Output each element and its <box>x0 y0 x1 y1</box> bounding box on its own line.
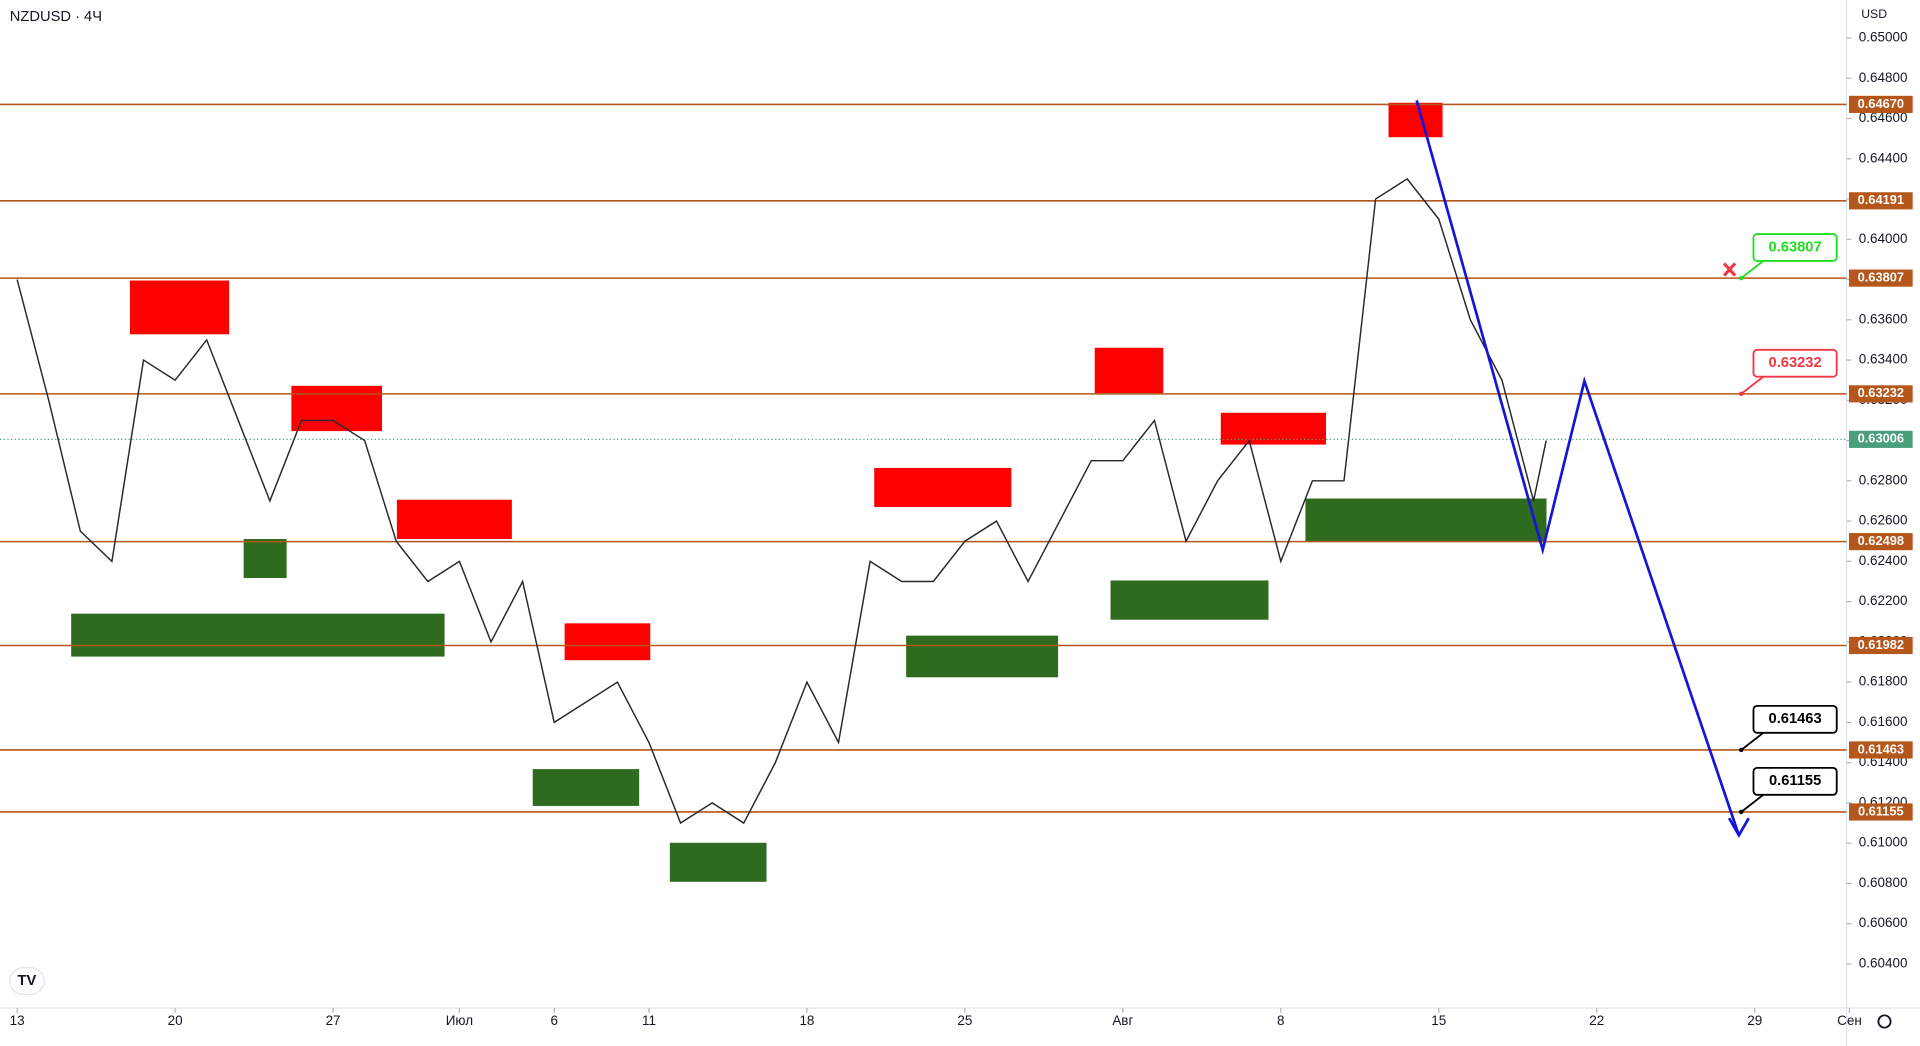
callout-anchor <box>1739 391 1744 397</box>
level-tag-label: 0.63807 <box>1858 270 1904 285</box>
callout-box <box>1752 348 1838 378</box>
level-tag-label: 0.61463 <box>1858 741 1904 756</box>
y-tick-label: 0.64600 <box>1859 110 1908 125</box>
zone <box>1305 498 1547 542</box>
y-tick-label: 0.64000 <box>1859 231 1908 246</box>
zone <box>1220 412 1326 445</box>
y-tick-label: 0.62200 <box>1859 593 1908 608</box>
level-tag-label: 0.61982 <box>1858 637 1904 652</box>
x-tick-label: 27 <box>326 1013 341 1028</box>
current-price-tag <box>1848 430 1913 448</box>
level-tag-label: 0.62498 <box>1858 533 1904 548</box>
callout-pointer <box>1740 732 1764 751</box>
y-tick-label: 0.62400 <box>1859 553 1908 568</box>
x-tick-label: 29 <box>1747 1013 1762 1028</box>
zone <box>291 385 383 432</box>
zone <box>243 539 287 579</box>
level-tag <box>1848 95 1913 113</box>
level-tag <box>1848 533 1913 551</box>
x-tick-label: 13 <box>10 1013 25 1028</box>
svg-text:TV: TV <box>18 973 37 989</box>
currency[interactable]: USD <box>1861 7 1887 21</box>
callout-label: 0.61155 <box>1769 773 1821 789</box>
callout-box <box>1752 704 1838 734</box>
level-tag <box>1848 192 1913 210</box>
y-tick-label: 0.60800 <box>1859 875 1908 890</box>
current-price-label: 0.63006 <box>1858 431 1904 446</box>
level-tag <box>1848 636 1913 655</box>
x-tick-label: 11 <box>642 1013 656 1028</box>
callout-anchor <box>1739 809 1744 815</box>
level-tag-label: 0.64191 <box>1858 192 1904 207</box>
level-tag <box>1848 269 1913 287</box>
level-tag-label: 0.64670 <box>1858 96 1904 111</box>
callout-anchor <box>1739 747 1744 753</box>
callout-box <box>1752 766 1838 796</box>
x-tick-label: 18 <box>799 1013 814 1028</box>
y-tick-label: 0.63600 <box>1859 311 1908 326</box>
callout-label: 0.61463 <box>1769 711 1822 727</box>
symbol-title: NZDUSD · 4Ч <box>10 9 102 25</box>
y-tick-label: 0.61800 <box>1859 674 1908 689</box>
y-tick-label: 0.60400 <box>1859 956 1908 971</box>
x-tick-label: 6 <box>550 1013 557 1028</box>
y-tick-label: 0.64400 <box>1859 150 1908 165</box>
zone <box>396 499 512 540</box>
plot: 0.650000.648000.646000.644000.642000.640… <box>0 30 1913 1028</box>
y-tick-label: 0.60600 <box>1859 915 1908 930</box>
x-tick-label: 20 <box>168 1013 183 1028</box>
x-tick-label: 8 <box>1277 1013 1284 1028</box>
x-tick-label: 15 <box>1431 1013 1446 1028</box>
y-tick-label: 0.61000 <box>1859 835 1908 850</box>
callout-pointer <box>1740 375 1764 395</box>
y-tick-label: 0.64800 <box>1859 70 1908 85</box>
callout-pointer <box>1740 260 1764 279</box>
callout-pointer <box>1740 794 1764 813</box>
x-tick-label: Сен <box>1837 1013 1862 1028</box>
zone <box>71 613 445 657</box>
level-tag <box>1848 741 1913 759</box>
zone <box>532 769 640 806</box>
zone <box>1094 347 1164 394</box>
y-tick-label: 0.62800 <box>1859 472 1908 487</box>
x-tick-label: 22 <box>1589 1013 1604 1028</box>
price-line <box>16 177 1547 825</box>
zone <box>1388 102 1443 138</box>
callout-label: 0.63232 <box>1769 355 1822 371</box>
cross-mark <box>1722 262 1737 277</box>
zone <box>874 467 1012 507</box>
level-tag-label: 0.61155 <box>1858 803 1904 818</box>
y-tick-label: 0.62600 <box>1859 513 1908 528</box>
y-tick-label: 0.65000 <box>1859 30 1908 45</box>
y-tick-label: 0.63400 <box>1859 352 1908 367</box>
x-tick-label: Июл <box>446 1013 473 1028</box>
x-tick-label: Авг <box>1112 1013 1133 1028</box>
y-tick-label: 0.61600 <box>1859 714 1908 729</box>
callout-label: 0.63807 <box>1769 239 1822 255</box>
zone <box>129 280 230 335</box>
level-tag <box>1848 803 1913 821</box>
zone <box>906 635 1059 678</box>
projection-arrowhead <box>1727 817 1750 839</box>
x-tick-label: 25 <box>957 1013 972 1028</box>
logo: TV <box>9 966 45 996</box>
zone <box>564 623 651 661</box>
callout-anchor <box>1739 275 1744 281</box>
zone <box>669 842 767 882</box>
projection-path <box>1415 100 1741 836</box>
zone <box>1110 580 1269 620</box>
level-tag-label: 0.63232 <box>1858 385 1904 400</box>
settings-icon[interactable] <box>1877 1014 1892 1029</box>
level-tag <box>1848 385 1913 403</box>
callout-box <box>1752 233 1838 262</box>
